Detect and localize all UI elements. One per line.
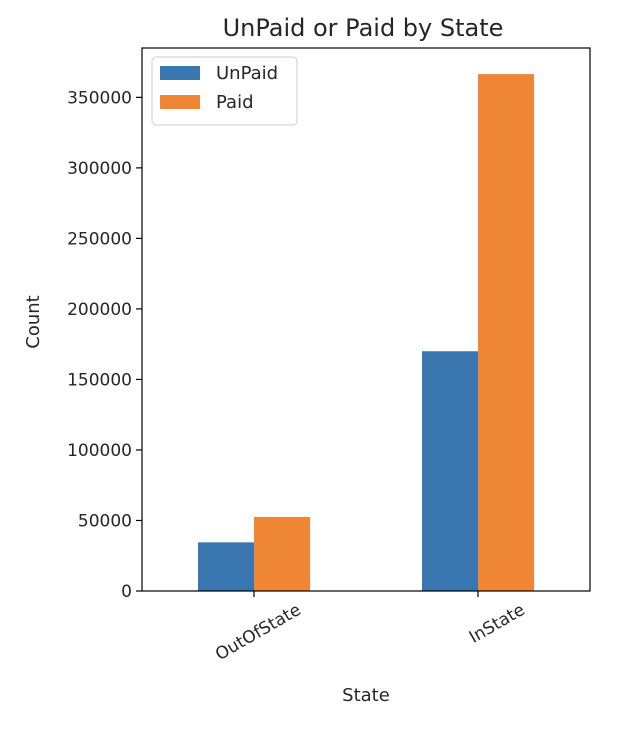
legend-label-paid: Paid bbox=[216, 92, 254, 113]
bar-paid-instate bbox=[478, 74, 534, 591]
x-tick-label: InState bbox=[466, 600, 529, 648]
x-axis: OutOfState InState bbox=[212, 591, 529, 665]
y-tick-label: 100000 bbox=[67, 441, 132, 461]
chart-title: UnPaid or Paid by State bbox=[223, 14, 504, 42]
legend-swatch-unpaid bbox=[160, 66, 200, 80]
bars-group bbox=[198, 74, 534, 591]
legend-label-unpaid: UnPaid bbox=[216, 63, 278, 84]
x-tick-label: OutOfState bbox=[212, 600, 304, 665]
y-tick-label: 250000 bbox=[67, 229, 132, 249]
y-tick-label: 200000 bbox=[67, 300, 132, 320]
y-tick-label: 150000 bbox=[67, 370, 132, 390]
y-tick-label: 0 bbox=[121, 582, 132, 602]
y-axis-label: Count bbox=[23, 295, 44, 348]
bar-unpaid-instate bbox=[422, 351, 478, 591]
legend-swatch-paid bbox=[160, 95, 200, 109]
bar-unpaid-outofstate bbox=[198, 542, 254, 591]
bar-paid-outofstate bbox=[254, 516, 310, 591]
y-tick-label: 350000 bbox=[67, 88, 132, 108]
y-tick-label: 50000 bbox=[78, 511, 132, 531]
y-tick-label: 300000 bbox=[67, 159, 132, 179]
plot-frame bbox=[141, 47, 591, 592]
legend: UnPaid Paid bbox=[151, 56, 298, 126]
y-axis: 0 50000 100000 150000 200000 250000 300000 3500… bbox=[67, 88, 142, 602]
x-axis-label: State bbox=[342, 685, 390, 706]
